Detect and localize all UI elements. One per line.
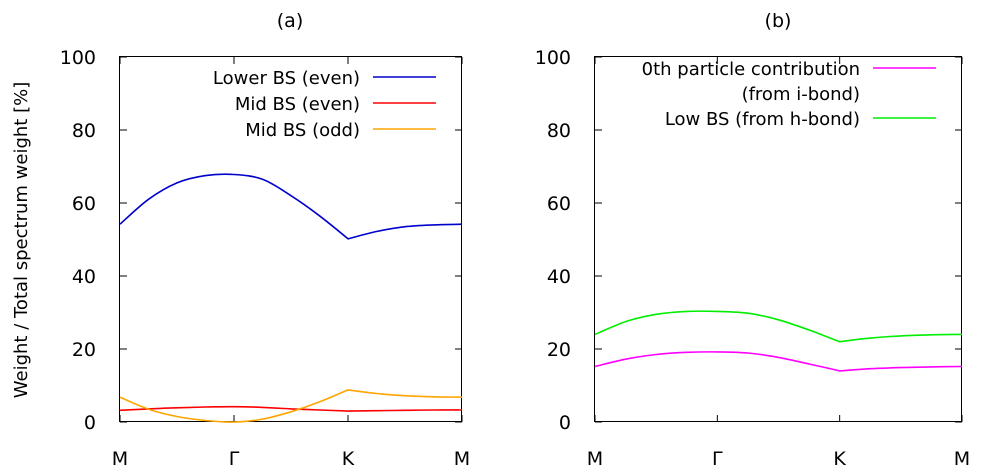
panel-b-title: (b) xyxy=(765,10,792,32)
panel-a-xtick-label: M xyxy=(112,448,128,470)
panel-a-legend-label-2: Mid BS (even) xyxy=(235,94,360,115)
y-axis-label: Weight / Total spectrum weight [%] xyxy=(11,82,32,398)
panel-a-series-3-line xyxy=(119,389,463,423)
panel-a-legend-label-1: Lower BS (even) xyxy=(213,68,360,89)
panel-a-series-1-line xyxy=(119,173,463,240)
panel-b-frame xyxy=(594,56,962,422)
panel-a-ytick-label: 40 xyxy=(72,266,96,288)
panel-a-ytick-label: 0 xyxy=(84,412,96,434)
panel-a-frame xyxy=(119,56,462,422)
panel-a-ytick-label: 80 xyxy=(72,120,96,142)
panel-b-xtick-label: K xyxy=(833,448,846,470)
panel-b-series-1-line xyxy=(594,351,963,372)
panel-a-xtick-label: M xyxy=(454,448,470,470)
panel-b-ytick-label: 100 xyxy=(535,47,571,69)
panel-b-ytick-label: 60 xyxy=(547,193,571,215)
panel-a-xtick-label: Γ xyxy=(229,448,240,470)
panel-b: (b) 0 20 40 60 80 100 M Γ K M 0th particle contrib… xyxy=(535,10,970,470)
panel-a: (a) 0 20 40 60 80 100 M Γ K M Lower BS (even) Mid B… xyxy=(60,10,470,470)
panel-b-legend-label-2: Low BS (from h-bond) xyxy=(665,109,860,130)
panel-a-ytick-label: 20 xyxy=(72,339,96,361)
panel-b-ytick-label: 0 xyxy=(559,412,571,434)
panel-a-series-2-line xyxy=(119,405,463,412)
panel-b-series-2-line xyxy=(594,310,963,343)
panel-a-legend-label-3: Mid BS (odd) xyxy=(245,120,360,141)
panel-a-ytick-label: 100 xyxy=(60,47,96,69)
panel-b-xtick-label: M xyxy=(587,448,603,470)
panel-a-title: (a) xyxy=(277,10,303,32)
panel-b-ytick-label: 40 xyxy=(547,266,571,288)
panel-b-ytick-label: 20 xyxy=(547,339,571,361)
panel-a-ytick-label: 60 xyxy=(72,193,96,215)
panel-a-xtick-label: K xyxy=(342,448,355,470)
panel-b-xtick-label: Γ xyxy=(712,448,723,470)
panel-b-legend-label-1: 0th particle contribution xyxy=(642,59,860,80)
panel-b-xtick-label: M xyxy=(954,448,970,470)
panel-b-ytick-label: 80 xyxy=(547,120,571,142)
panel-b-legend-label-1-line2: (from i-bond) xyxy=(742,84,860,105)
